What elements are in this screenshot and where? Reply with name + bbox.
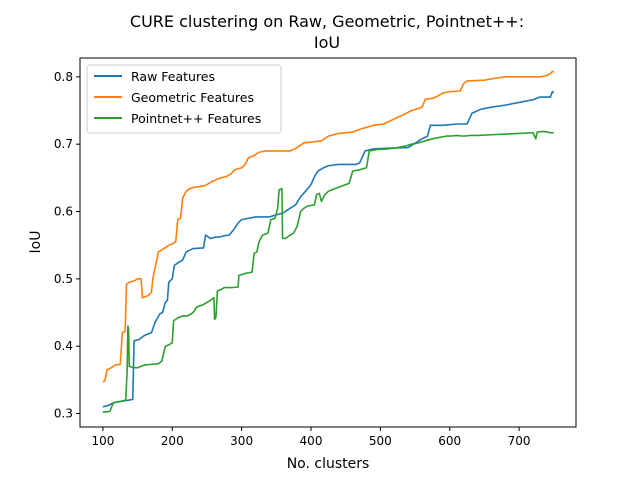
plot-frame [79,57,577,428]
y-tick-label: 0.8 [54,70,73,84]
legend-label-raw: Raw Features [131,69,215,84]
legend-box [86,64,282,134]
x-axis: 100 200 300 400 500 600 700 [91,427,531,448]
x-tick-label: 500 [369,434,392,448]
chart-title-line2: IoU [314,33,340,52]
y-axis-label: IoU [28,231,44,254]
x-axis-label: No. clusters [287,456,370,472]
y-tick-label: 0.3 [54,407,73,421]
y-tick-label: 0.4 [54,339,73,353]
series-line-raw [102,90,555,408]
y-tick-label: 0.6 [54,205,73,219]
x-tick-label: 100 [91,434,114,448]
series-lines [102,70,555,413]
x-tick-label: 600 [438,434,461,448]
x-tick-label: 400 [300,434,323,448]
x-tick-label: 300 [230,434,253,448]
y-axis: 0.3 0.4 0.5 0.6 0.7 0.8 [54,70,80,421]
series-line-pointnet [102,130,554,413]
legend: Raw Features Geometric Features Pointnet… [86,64,282,134]
y-tick-label: 0.7 [54,137,73,151]
legend-label-pointnet: Pointnet++ Features [131,111,261,126]
x-tick-label: 700 [508,434,531,448]
legend-label-geometric: Geometric Features [131,90,254,105]
y-tick-label: 0.5 [54,272,73,286]
chart-title-line1: CURE clustering on Raw, Geometric, Point… [130,12,524,31]
x-tick-label: 200 [161,434,184,448]
series-line-geometric [102,70,555,383]
